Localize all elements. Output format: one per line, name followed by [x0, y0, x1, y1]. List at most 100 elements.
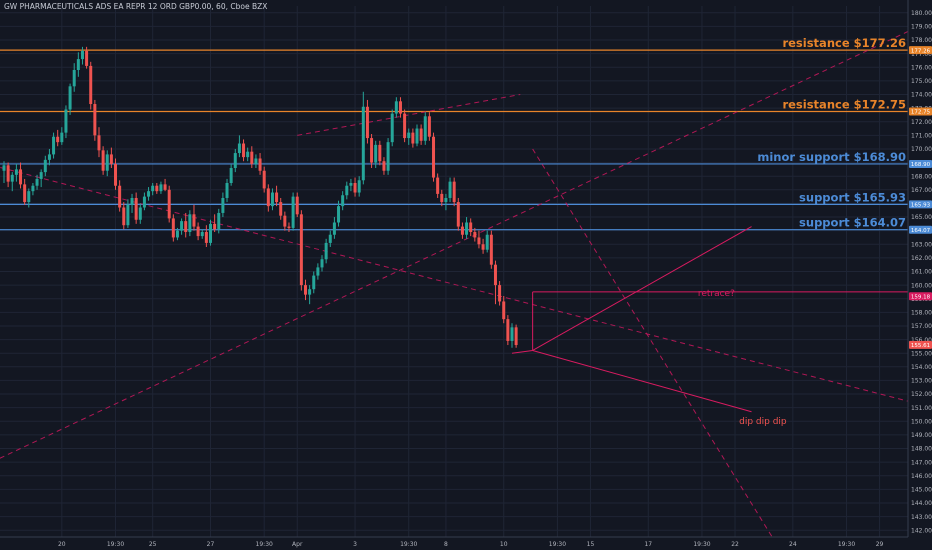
x-tick-label: 29 [876, 541, 884, 548]
candle [514, 324, 518, 348]
support-level-label: support $164.07 [799, 216, 906, 230]
y-tick-label: 170.00 [911, 146, 932, 153]
candle [31, 183, 35, 196]
candle-body [514, 327, 518, 346]
candle-body [242, 143, 246, 158]
candle [60, 127, 64, 145]
candle-body [337, 206, 341, 223]
candle [386, 138, 390, 175]
candle [126, 199, 130, 228]
candle [299, 210, 303, 291]
candle [411, 128, 415, 148]
candle-body [2, 165, 6, 171]
level-price-tag-bg [909, 200, 932, 209]
y-tick-label: 162.00 [911, 255, 932, 262]
candle-body [200, 232, 204, 237]
candle [175, 227, 179, 241]
candle-body [473, 232, 477, 238]
candle-body [398, 101, 402, 114]
x-tick-label: 27 [207, 541, 215, 548]
candle [221, 192, 225, 218]
candle-body [39, 172, 43, 179]
candle-body [130, 197, 134, 205]
candle [436, 173, 440, 198]
candle-body [72, 69, 76, 87]
candle-body [159, 184, 163, 192]
x-ticks-group: 20 19:30 25 27 19:30 Apr 3 19:30 8 10 19:30 15 17 19:… [58, 541, 884, 548]
candle [308, 285, 312, 305]
y-tick-label: 144.00 [911, 500, 932, 507]
candle [382, 157, 386, 175]
candle-body [444, 197, 448, 203]
y-tick-label: 156.00 [911, 337, 932, 344]
candle-body [502, 301, 506, 320]
candle-body [122, 207, 126, 226]
candle-body [341, 195, 345, 207]
candle [415, 124, 419, 147]
candle [68, 83, 72, 115]
candle-body [126, 204, 130, 226]
candle-body [233, 153, 237, 169]
candle [196, 222, 200, 241]
candle-body [142, 196, 146, 208]
y-tick-label: 157.00 [911, 323, 932, 330]
candle-body [456, 202, 460, 227]
candle-body [64, 109, 68, 133]
level-price-tag-bg [909, 107, 932, 116]
candle [130, 193, 134, 213]
candle [469, 218, 473, 237]
y-tick-label: 172.00 [911, 119, 932, 126]
candle-body [180, 221, 184, 231]
candle-body [151, 185, 155, 192]
candle [365, 99, 369, 144]
candle-body [138, 207, 142, 220]
candle [275, 185, 279, 207]
candle [456, 197, 460, 231]
candle-body [118, 185, 122, 208]
candle [147, 187, 151, 201]
candle [2, 161, 6, 183]
y-tick-label: 151.00 [911, 405, 932, 412]
y-tick-label: 147.00 [911, 459, 932, 466]
y-tick-label: 168.00 [911, 173, 932, 180]
projection-group [511, 226, 908, 413]
candle [510, 323, 514, 348]
x-tick-label: 25 [149, 541, 157, 548]
candle-body [213, 223, 217, 230]
candle [14, 163, 18, 182]
x-tick-label: 10 [500, 541, 508, 548]
candle-body [510, 327, 514, 341]
candle [237, 135, 241, 158]
candle [320, 255, 324, 272]
candle-body [221, 197, 225, 213]
candle-body [345, 185, 349, 196]
candle [427, 112, 431, 141]
candle [398, 97, 402, 118]
candle-body [275, 192, 279, 203]
candle-body [411, 132, 415, 144]
level-price-tag-bg [909, 225, 932, 234]
candle-body [452, 181, 456, 203]
candle [118, 180, 122, 212]
candle-body [419, 128, 423, 141]
candle-body [493, 264, 497, 286]
y-tick-label: 145.00 [911, 487, 932, 494]
candle [209, 219, 212, 246]
candle-body [229, 168, 233, 183]
candle-body [80, 50, 84, 60]
candle-body [10, 174, 14, 182]
candle-body [353, 183, 357, 193]
candle-body [394, 101, 398, 114]
candle-body [184, 221, 188, 233]
candle [180, 218, 184, 235]
x-tick-label: 3 [353, 541, 357, 548]
y-tick-label: 160.00 [911, 282, 932, 289]
candle-body [60, 132, 64, 143]
candle [324, 238, 328, 264]
candle [254, 154, 258, 169]
candle [262, 166, 266, 193]
candle [485, 230, 489, 253]
candle-body [147, 191, 151, 197]
candle-body [258, 158, 262, 171]
